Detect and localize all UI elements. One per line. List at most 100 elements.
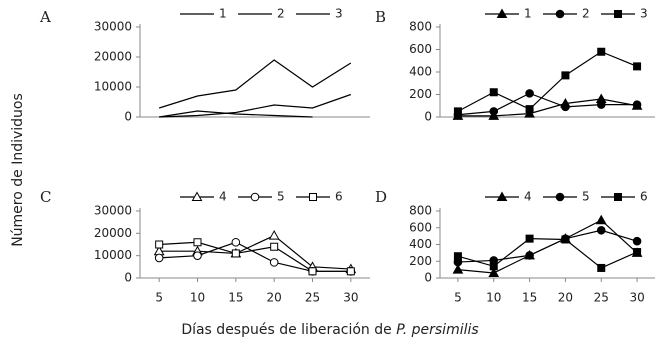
marker-square (525, 234, 534, 243)
y-tick-label: 30000 (94, 204, 132, 218)
x-tick-label: 5 (454, 291, 462, 305)
y-tick-label: 30000 (94, 20, 132, 34)
marker-square (155, 240, 164, 249)
series-line (457, 92, 638, 116)
marker-circle (193, 251, 202, 260)
y-tick-label: 10000 (94, 80, 132, 94)
marker-circle (489, 107, 499, 116)
marker-circle (596, 100, 606, 109)
y-tick-label: 400 (409, 65, 432, 79)
marker-triangle (452, 264, 464, 274)
panel-title: B (375, 8, 386, 26)
y-tick-label: 200 (409, 254, 432, 268)
x-tick-label: 10 (190, 291, 205, 305)
marker-triangle (191, 191, 203, 201)
legend-label: 4 (524, 190, 532, 204)
series-line (158, 59, 352, 109)
x-tick-label: 10 (486, 291, 501, 305)
marker-square (453, 252, 462, 261)
marker-square (346, 267, 355, 276)
marker-square (597, 47, 606, 56)
y-tick-label: 600 (409, 220, 432, 234)
series-line (457, 229, 638, 263)
marker-square (489, 88, 498, 97)
series-line (159, 234, 351, 270)
legend-label: 2 (582, 7, 590, 21)
series-line (457, 51, 638, 112)
x-axis-label-text: Días después de liberación de (181, 322, 391, 338)
marker-triangle (595, 214, 607, 225)
legend-label: 5 (277, 190, 285, 204)
legend-label: 1 (524, 7, 532, 21)
y-tick-label: 0 (124, 110, 132, 124)
legend-label: 5 (582, 190, 590, 204)
marker-square (308, 267, 317, 276)
y-tick-label: 0 (124, 271, 132, 285)
panel-title: C (40, 188, 51, 206)
marker-triangle (268, 230, 280, 240)
legend-label: 6 (640, 190, 648, 204)
legend-label: 4 (219, 190, 227, 204)
x-tick-label: 15 (228, 291, 243, 305)
legend-label: 6 (335, 190, 343, 204)
marker-circle (250, 192, 260, 202)
marker-circle (231, 237, 241, 247)
y-tick-label: 600 (409, 42, 432, 56)
marker-square (525, 105, 534, 114)
marker-square (193, 238, 202, 247)
x-tick-label: 30 (343, 291, 358, 305)
series-line (457, 98, 638, 117)
series-line (159, 241, 351, 272)
marker-circle (632, 100, 642, 109)
x-tick-label: 25 (594, 291, 609, 305)
marker-circle (561, 102, 570, 112)
marker-square (270, 242, 279, 251)
panel-title: A (39, 8, 51, 26)
series-line (457, 238, 638, 269)
x-tick-label: 30 (629, 291, 644, 305)
y-tick-label: 20000 (94, 226, 132, 240)
marker-square (597, 263, 606, 272)
y-tick-label: 10000 (94, 248, 132, 262)
y-tick-label: 200 (409, 87, 432, 101)
x-tick-label: 20 (558, 291, 573, 305)
y-axis-label: Número de Individuos (10, 93, 26, 247)
y-tick-label: 0 (424, 271, 432, 285)
marker-triangle (488, 267, 500, 277)
legend-label: 3 (335, 7, 343, 21)
x-axis-label: Días después de liberación de P. persimi… (181, 322, 478, 338)
marker-square (614, 10, 622, 18)
x-tick-label: 20 (267, 291, 282, 305)
y-tick-label: 800 (409, 20, 432, 34)
series-line (159, 93, 352, 118)
panel-title: D (375, 188, 387, 206)
marker-square (561, 235, 570, 244)
legend-label: 3 (640, 7, 648, 21)
legend-label: 2 (277, 7, 285, 21)
y-tick-label: 0 (424, 110, 432, 124)
marker-circle (525, 89, 534, 98)
marker-circle (269, 258, 279, 267)
marker-circle (154, 253, 164, 263)
marker-square (489, 262, 498, 271)
marker-triangle (496, 8, 508, 18)
marker-square (561, 71, 570, 80)
y-tick-label: 20000 (94, 50, 132, 64)
x-tick-label: 25 (305, 291, 320, 305)
marker-circle (555, 9, 565, 19)
marker-triangle (496, 191, 508, 201)
marker-square (614, 193, 622, 201)
series-line (159, 110, 313, 118)
marker-circle (632, 236, 642, 246)
legend-label: 1 (219, 7, 227, 21)
x-axis-label-italic: P. persimilis (396, 322, 478, 338)
y-tick-label: 400 (409, 237, 432, 251)
marker-square (453, 107, 462, 116)
marker-circle (525, 251, 534, 260)
marker-square (633, 62, 642, 71)
x-tick-label: 5 (155, 291, 163, 305)
marker-square (231, 249, 240, 258)
marker-square (633, 248, 642, 257)
marker-circle (596, 225, 606, 235)
